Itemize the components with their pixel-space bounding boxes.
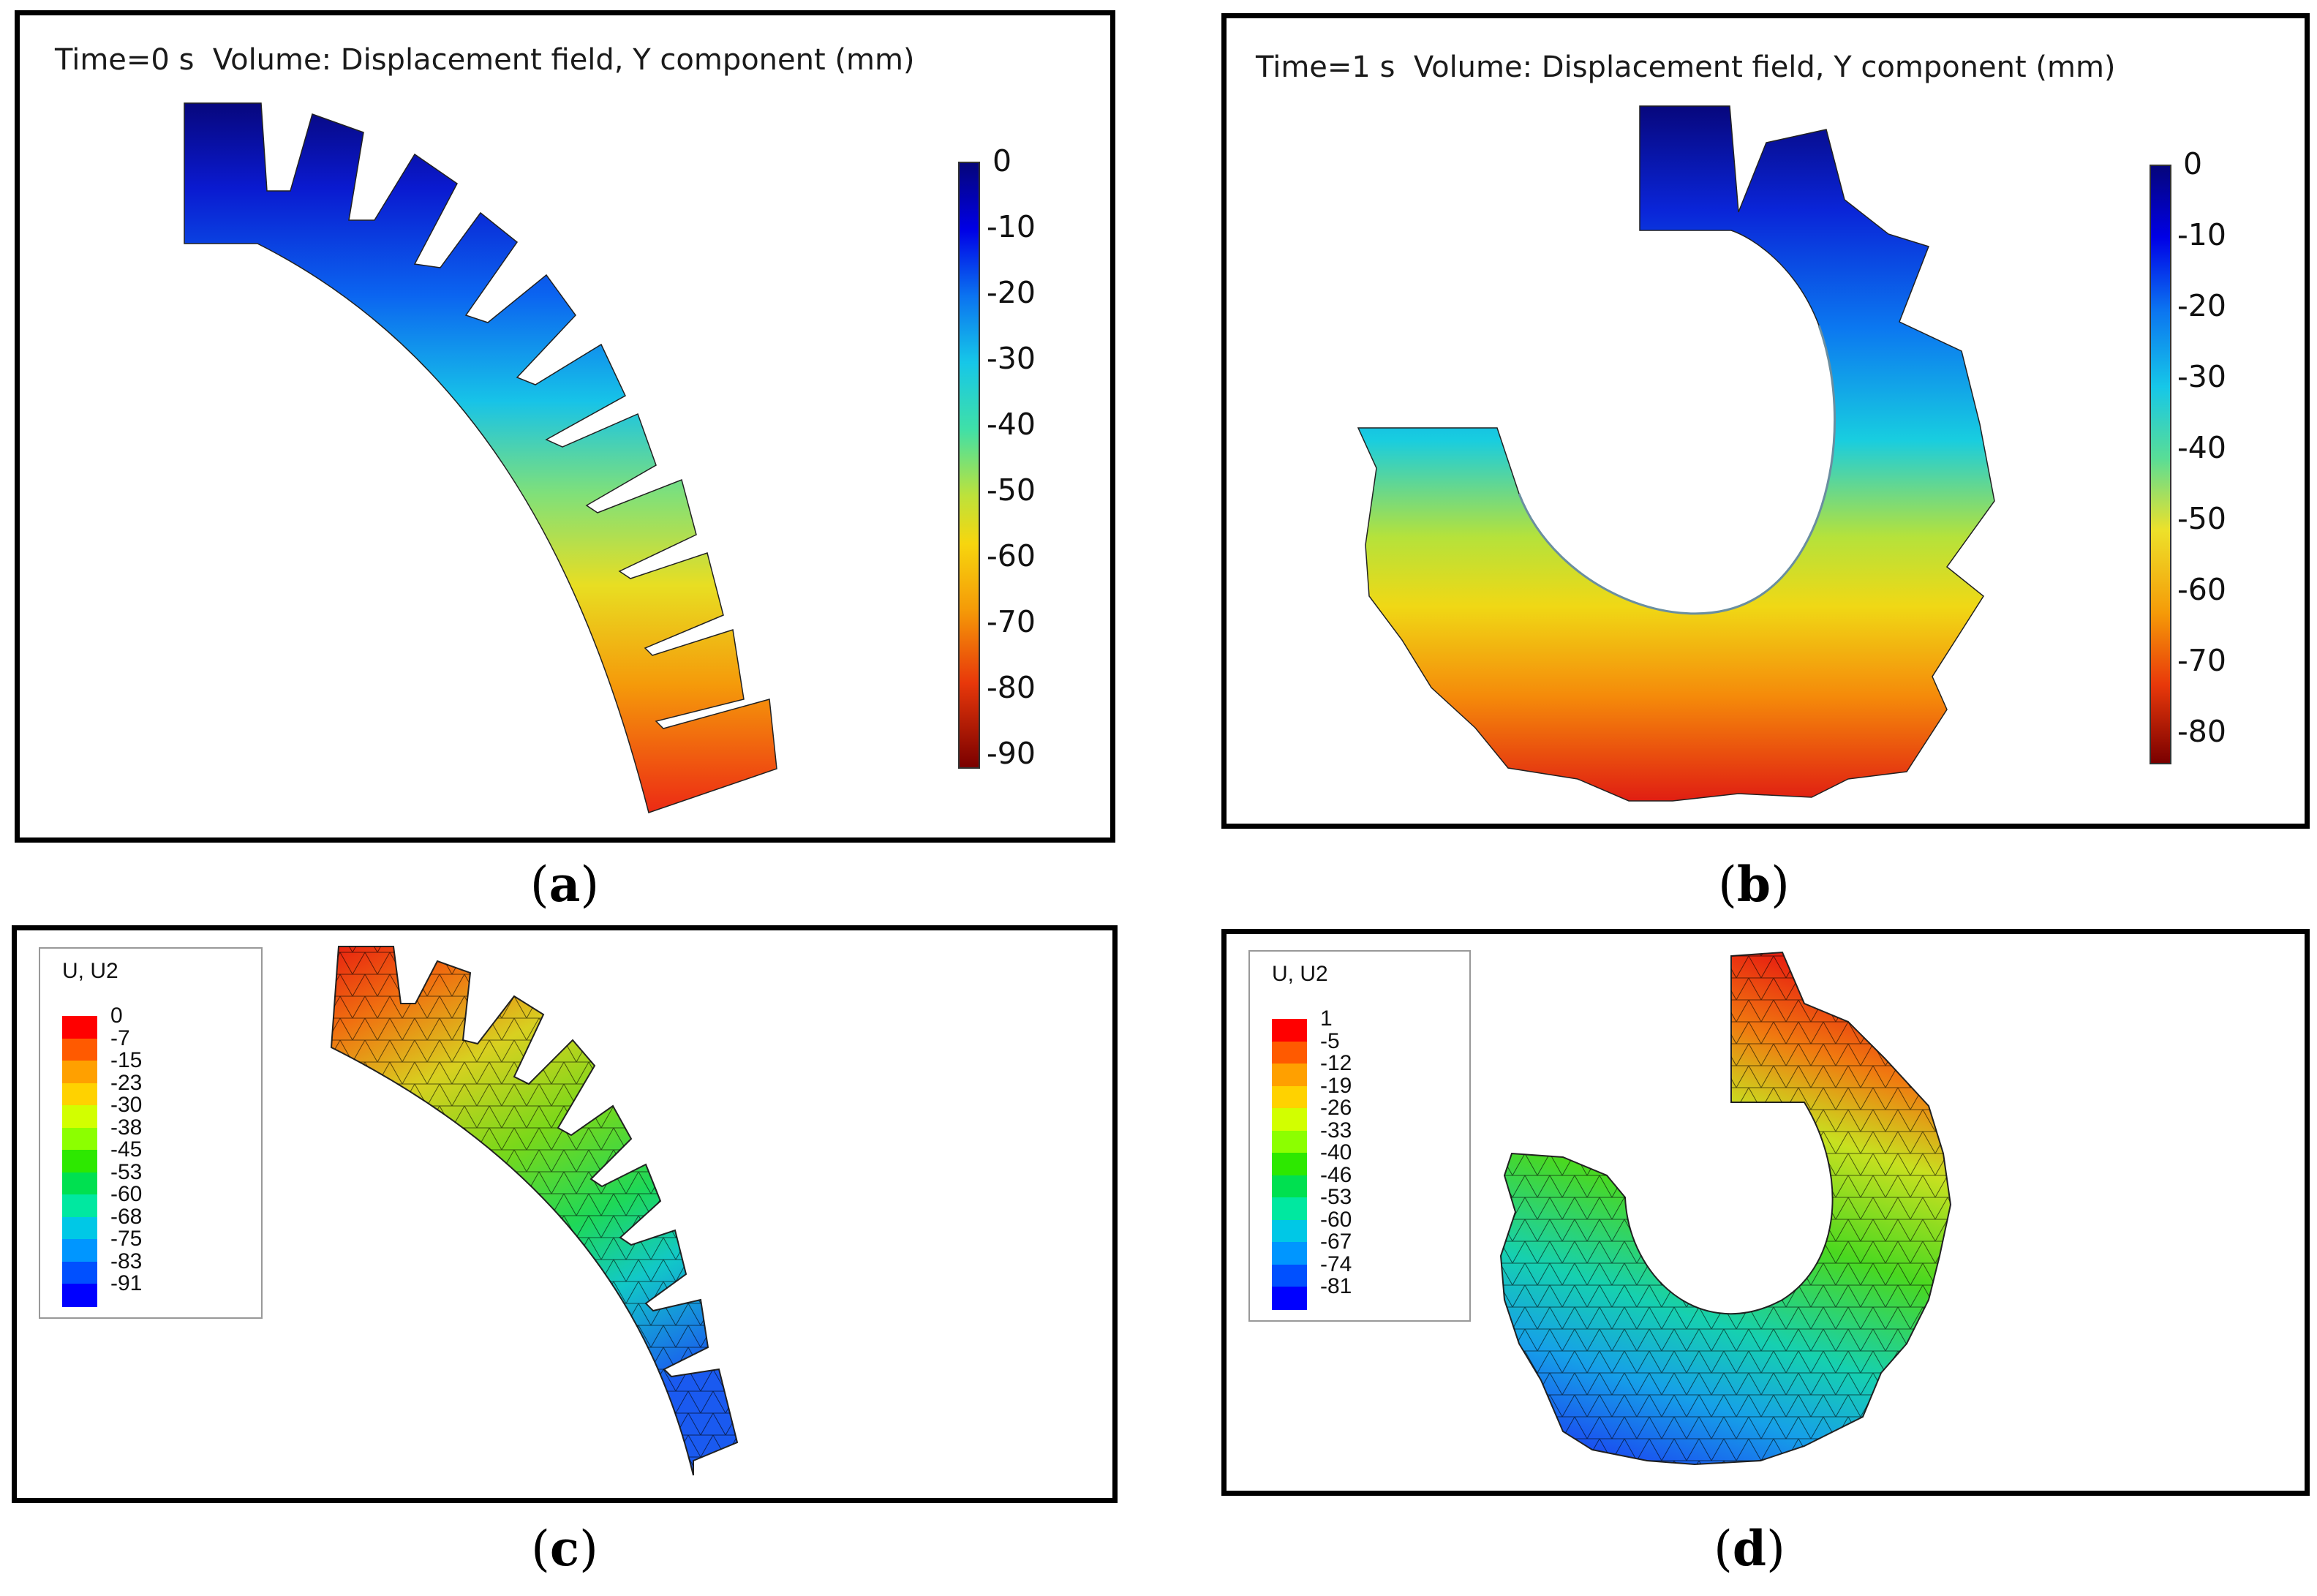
legend-swatch	[1272, 1264, 1307, 1287]
legend-value: -7	[110, 1025, 130, 1050]
colorbar-label: 0	[992, 143, 1012, 178]
legend-value: -68	[110, 1204, 143, 1229]
legend-swatch	[62, 1083, 97, 1106]
panel-c-legend: U, U2 0 -7 -15 -23 -30 -38 -45 -53 -60 -68 -75 -83-…	[39, 947, 263, 1319]
legend-swatch	[62, 1216, 97, 1240]
legend-value: -60	[110, 1182, 143, 1206]
meshed-arc-beam	[330, 946, 739, 1476]
legend-value: -53	[110, 1159, 143, 1184]
legend-swatch	[62, 1284, 97, 1307]
legend-swatch	[1272, 1108, 1307, 1132]
legend-value: -83	[110, 1249, 143, 1273]
legend-value: -33	[1320, 1118, 1352, 1143]
panel-c: U, U2 0 -7 -15 -23 -30 -38 -45 -53 -60 -68 -75 -83-…	[12, 925, 1118, 1503]
colorbar-label: -60	[987, 538, 1036, 573]
legend-value: -23	[110, 1070, 143, 1095]
legend-swatch	[62, 1261, 97, 1284]
colorbar-label: -50	[987, 473, 1036, 508]
legend-swatch	[1272, 1175, 1307, 1198]
meshed-curled-beam	[1499, 951, 1952, 1466]
legend-swatch	[62, 1038, 97, 1061]
legend-value: -19	[1320, 1073, 1352, 1098]
panel-a: Time=0 s Volume: Displacement field, Y c…	[15, 10, 1115, 843]
colorbar-label: -50	[2177, 501, 2226, 536]
legend-value: -26	[1320, 1096, 1352, 1120]
colorbar-label: -40	[987, 407, 1036, 442]
legend-swatch	[1272, 1085, 1307, 1109]
panel-c-plot	[330, 946, 739, 1476]
legend-value: -38	[110, 1115, 143, 1140]
legend-swatch	[1272, 1287, 1307, 1310]
panel-b: Time=1 s Volume: Displacement field, Y c…	[1221, 13, 2310, 829]
legend-value: -53	[1320, 1185, 1352, 1209]
colorbar-label: -10	[987, 209, 1036, 244]
colorbar-label: -30	[987, 341, 1036, 376]
panel-a-plot	[184, 102, 777, 813]
legend-value: -74	[1320, 1251, 1352, 1276]
legend-title: U, U2	[62, 959, 118, 983]
panel-b-header: Time=1 s Volume: Displacement field, Y c…	[1256, 50, 2116, 84]
caption-c: (c)	[531, 1520, 598, 1577]
panel-d-legend: U, U2 1 -5 -12 -19 -26 -33 -40 -46 -53 -60 -67 -74-…	[1248, 950, 1471, 1322]
legend-swatch	[1272, 1130, 1307, 1153]
legend-value: -67	[1320, 1230, 1352, 1254]
colorbar-label: -90	[987, 736, 1036, 771]
legend-value: -75	[110, 1227, 143, 1251]
legend-swatch	[62, 1239, 97, 1262]
legend-swatch	[1272, 1064, 1307, 1087]
caption-d: (d)	[1714, 1520, 1785, 1577]
legend-value: -91	[110, 1271, 143, 1295]
legend-swatch	[62, 1172, 97, 1195]
colorbar-label: -30	[2177, 359, 2226, 394]
legend-value: -12	[1320, 1051, 1352, 1075]
legend-value: -40	[1320, 1140, 1352, 1164]
legend-swatch	[62, 1061, 97, 1084]
legend-swatch	[1272, 1019, 1307, 1042]
legend-swatch	[1272, 1153, 1307, 1176]
panel-d: U, U2 1 -5 -12 -19 -26 -33 -40 -46 -53 -60 -67 -74-…	[1221, 929, 2310, 1496]
legend-swatch	[62, 1194, 97, 1218]
colorbar-label: -70	[2177, 643, 2226, 678]
legend-swatch	[62, 1150, 97, 1173]
legend-swatch	[62, 1105, 97, 1129]
legend-value: 1	[1320, 1006, 1333, 1031]
panel-d-plot	[1499, 951, 1952, 1466]
legend-swatch	[62, 1127, 97, 1151]
colorbar-label: -70	[987, 604, 1036, 639]
panel-b-plot	[1357, 105, 1995, 802]
legend-title: U, U2	[1272, 962, 1328, 986]
legend-value: -46	[1320, 1162, 1352, 1187]
legend-swatch	[1272, 1197, 1307, 1221]
colorbar-label: -80	[2177, 714, 2226, 749]
legend-swatch	[1272, 1242, 1307, 1265]
legend-swatch	[62, 1016, 97, 1039]
arc-beam-undeformed	[184, 102, 777, 813]
panel-b-colorbar	[2150, 165, 2171, 764]
colorbar-label: -20	[2177, 288, 2226, 323]
legend-value: 0	[110, 1004, 123, 1028]
legend-value: -15	[110, 1048, 143, 1072]
legend-swatch	[1272, 1219, 1307, 1243]
colorbar-label: -20	[987, 275, 1036, 310]
caption-b: (b)	[1718, 856, 1790, 913]
curled-beam-deformed	[1357, 105, 1995, 802]
panel-a-header: Time=0 s Volume: Displacement field, Y c…	[55, 43, 915, 77]
legend-value: -60	[1320, 1207, 1352, 1232]
legend-swatch	[1272, 1041, 1307, 1064]
legend-value: -81	[1320, 1274, 1352, 1298]
legend-value: -5	[1320, 1028, 1340, 1053]
colorbar-label: -60	[2177, 572, 2226, 607]
caption-a: (a)	[530, 856, 600, 913]
colorbar-label: -80	[987, 670, 1036, 705]
legend-value: -45	[110, 1137, 143, 1162]
colorbar-label: -10	[2177, 217, 2226, 252]
colorbar-label: 0	[2183, 146, 2203, 181]
colorbar-label: -40	[2177, 430, 2226, 465]
panel-a-colorbar	[958, 162, 980, 769]
legend-value: -30	[110, 1093, 143, 1117]
